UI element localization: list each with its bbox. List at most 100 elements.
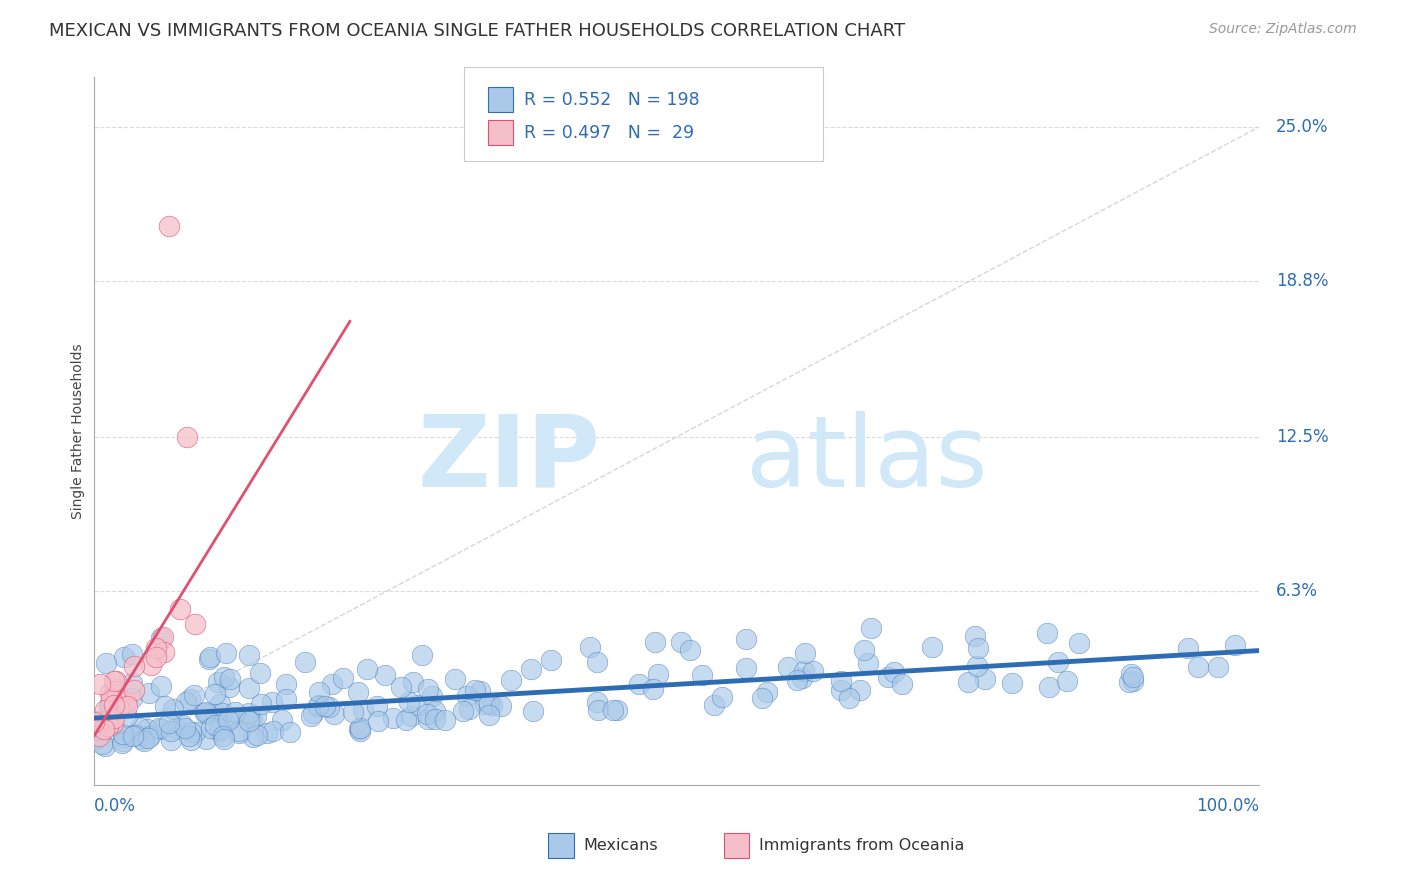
Point <box>356 662 378 676</box>
Text: 100.0%: 100.0% <box>1195 797 1258 815</box>
Text: R = 0.497   N =  29: R = 0.497 N = 29 <box>524 124 695 142</box>
Point <box>94 656 117 670</box>
Point <box>94 739 117 754</box>
Point <box>138 686 160 700</box>
Point <box>453 705 475 719</box>
Point <box>641 681 664 696</box>
Point <box>307 698 329 713</box>
Point <box>122 659 145 673</box>
Point <box>90 717 112 731</box>
Point <box>883 665 905 679</box>
Point <box>1046 655 1069 669</box>
Point <box>212 729 235 743</box>
Point <box>891 676 914 690</box>
Point <box>852 643 875 657</box>
Point <box>121 729 143 743</box>
Text: atlas: atlas <box>747 410 987 508</box>
Point <box>238 706 260 720</box>
Point <box>1121 673 1143 688</box>
Text: Mexicans: Mexicans <box>583 838 658 853</box>
Point <box>260 694 283 708</box>
Point <box>256 725 278 739</box>
Point <box>416 707 439 722</box>
Point <box>94 703 117 717</box>
Point <box>180 733 202 747</box>
Point <box>1223 638 1246 652</box>
Point <box>246 728 269 742</box>
Point <box>112 727 135 741</box>
Point <box>83 732 105 747</box>
Point <box>104 683 127 698</box>
Point <box>318 700 340 714</box>
Point <box>198 649 221 664</box>
Point <box>98 686 121 700</box>
Point <box>402 675 425 690</box>
Point <box>141 657 163 672</box>
Point <box>966 641 988 656</box>
Point <box>87 729 110 743</box>
Point <box>115 709 138 723</box>
Point <box>107 701 129 715</box>
Point <box>1121 667 1143 681</box>
Point <box>346 685 368 699</box>
Text: Source: ZipAtlas.com: Source: ZipAtlas.com <box>1209 22 1357 37</box>
Point <box>145 649 167 664</box>
Point <box>647 666 669 681</box>
Point <box>382 711 405 725</box>
Point <box>491 699 513 714</box>
Point <box>97 710 120 724</box>
Point <box>153 645 176 659</box>
Point <box>149 631 172 645</box>
Point <box>249 665 271 680</box>
Point <box>207 675 229 690</box>
Point <box>115 699 138 714</box>
Point <box>124 728 146 742</box>
Text: R = 0.552   N = 198: R = 0.552 N = 198 <box>524 91 700 109</box>
Point <box>98 699 121 714</box>
Point <box>474 697 496 711</box>
Point <box>262 723 284 738</box>
Point <box>274 677 297 691</box>
Point <box>735 660 758 674</box>
Point <box>135 723 157 737</box>
Text: Immigrants from Oceania: Immigrants from Oceania <box>759 838 965 853</box>
Point <box>711 690 734 705</box>
Point <box>238 681 260 695</box>
Point <box>112 734 135 748</box>
Point <box>160 733 183 747</box>
Point <box>352 703 374 717</box>
Point <box>162 702 184 716</box>
Point <box>456 689 478 703</box>
Point <box>183 617 205 632</box>
Y-axis label: Single Father Households: Single Father Households <box>72 343 86 519</box>
Point <box>249 697 271 711</box>
Point <box>786 673 808 688</box>
Point <box>974 672 997 686</box>
Point <box>169 602 191 616</box>
Point <box>195 705 218 719</box>
Point <box>150 723 173 737</box>
Point <box>585 655 607 669</box>
Point <box>332 671 354 685</box>
Point <box>212 731 235 746</box>
Point <box>411 648 433 662</box>
Point <box>423 712 446 726</box>
Point <box>157 716 180 731</box>
Point <box>103 716 125 731</box>
Point <box>114 695 136 709</box>
Point <box>877 670 900 684</box>
Point <box>176 430 198 444</box>
Point <box>194 706 217 721</box>
Point <box>208 722 231 736</box>
Text: 12.5%: 12.5% <box>1277 428 1329 446</box>
Point <box>1069 636 1091 650</box>
Point <box>349 724 371 739</box>
Point <box>197 707 219 722</box>
Point <box>389 680 412 694</box>
Point <box>128 721 150 735</box>
Point <box>121 676 143 690</box>
Point <box>228 724 250 739</box>
Point <box>179 692 201 706</box>
Point <box>323 707 346 722</box>
Point <box>848 683 870 698</box>
